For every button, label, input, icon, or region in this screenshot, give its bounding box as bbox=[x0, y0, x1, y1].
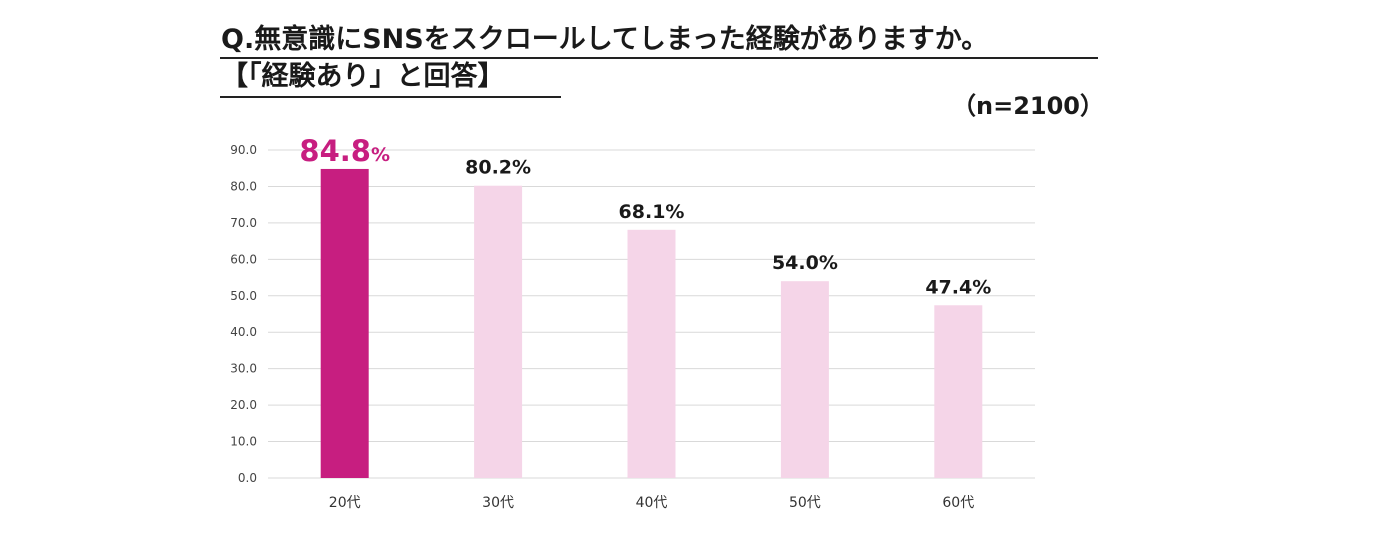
title-underline-2 bbox=[220, 96, 561, 98]
x-axis-categories: 20代 30代 40代 50代 60代 bbox=[329, 495, 974, 511]
y-tick-label: 80.0 bbox=[230, 179, 257, 193]
y-tick-label: 60.0 bbox=[230, 252, 257, 266]
value-label: 80.2% bbox=[465, 157, 531, 179]
y-tick-label: 40.0 bbox=[230, 325, 257, 339]
y-tick-label: 30.0 bbox=[230, 362, 257, 376]
chart-title-line1: Q.無意識にSNSをスクロールしてしまった経験がありますか。 bbox=[221, 24, 989, 55]
value-label: 84.8% bbox=[299, 134, 390, 168]
y-tick-label: 0.0 bbox=[238, 471, 257, 485]
bars bbox=[320, 168, 983, 478]
x-category-label: 30代 bbox=[482, 495, 514, 511]
y-axis-ticks: 0.0 10.0 20.0 30.0 40.0 50.0 60.0 70.0 80.0 90.0 bbox=[230, 143, 257, 485]
value-labels: 84.8% 80.2% 68.1% 54.0% 47.4% bbox=[299, 134, 991, 298]
x-category-label: 60代 bbox=[942, 495, 974, 511]
sample-size-label: （n=2100） bbox=[952, 92, 1104, 120]
value-label: 47.4% bbox=[925, 276, 991, 298]
bar-30代 bbox=[474, 185, 523, 478]
bar-50代 bbox=[780, 281, 829, 478]
y-tick-label: 70.0 bbox=[230, 216, 257, 230]
y-tick-label: 20.0 bbox=[230, 398, 257, 412]
x-category-label: 20代 bbox=[329, 495, 361, 511]
bar-40代 bbox=[627, 229, 676, 478]
x-category-label: 40代 bbox=[636, 495, 668, 511]
chart-title-line2: 【「経験あり」と回答】 bbox=[221, 61, 505, 92]
bar-20代 bbox=[320, 168, 369, 478]
value-label: 54.0% bbox=[772, 252, 838, 274]
value-label: 68.1% bbox=[619, 201, 685, 223]
x-category-label: 50代 bbox=[789, 495, 821, 511]
bar-60代 bbox=[934, 305, 983, 478]
y-tick-label: 10.0 bbox=[230, 435, 257, 449]
y-tick-label: 90.0 bbox=[230, 143, 257, 157]
y-tick-label: 50.0 bbox=[230, 289, 257, 303]
title-underline-1 bbox=[220, 57, 1098, 59]
